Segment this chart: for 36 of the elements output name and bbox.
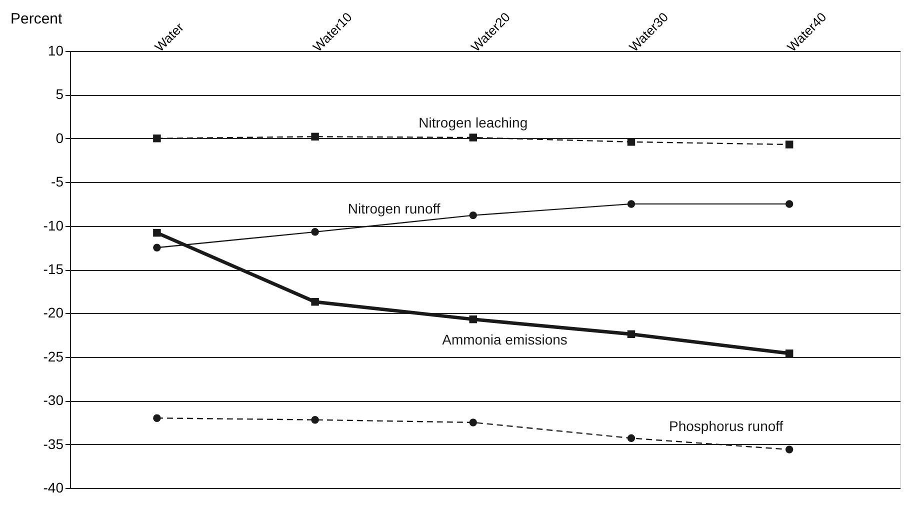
y-tick-label: -25 [43,348,64,364]
point [469,211,478,220]
point [153,244,161,252]
y-tick-label: -35 [43,436,64,452]
point [153,228,161,237]
y-tick-label: 0 [56,130,64,146]
point [469,315,478,324]
point [785,200,794,208]
y-tick-label: -30 [43,392,64,408]
point [785,446,794,454]
point [627,330,636,338]
point [469,418,478,426]
point [469,134,478,142]
point [153,134,161,142]
point [311,298,319,306]
y-tick-label: -15 [43,261,64,277]
y-tick-label: 5 [56,86,64,102]
series-label: Nitrogen leaching [418,114,528,131]
y-tick-label: -5 [51,174,64,190]
point [153,414,161,422]
point [627,138,636,146]
point [627,434,636,442]
series-label: Ammonia emissions [442,331,568,348]
series-label: Phosphorus runoff [669,418,784,434]
y-axis-title: Percent [10,10,64,28]
point [311,132,319,141]
point [785,350,794,358]
y-tick-label: 10 [48,42,64,58]
series-label: Nitrogen runoff [348,200,440,217]
point [785,140,794,148]
y-tick-label: -40 [43,480,64,496]
point [627,200,636,208]
y-tick-label: -10 [43,217,64,234]
point [311,228,319,236]
y-tick-label: -20 [43,304,64,321]
point [311,416,319,424]
